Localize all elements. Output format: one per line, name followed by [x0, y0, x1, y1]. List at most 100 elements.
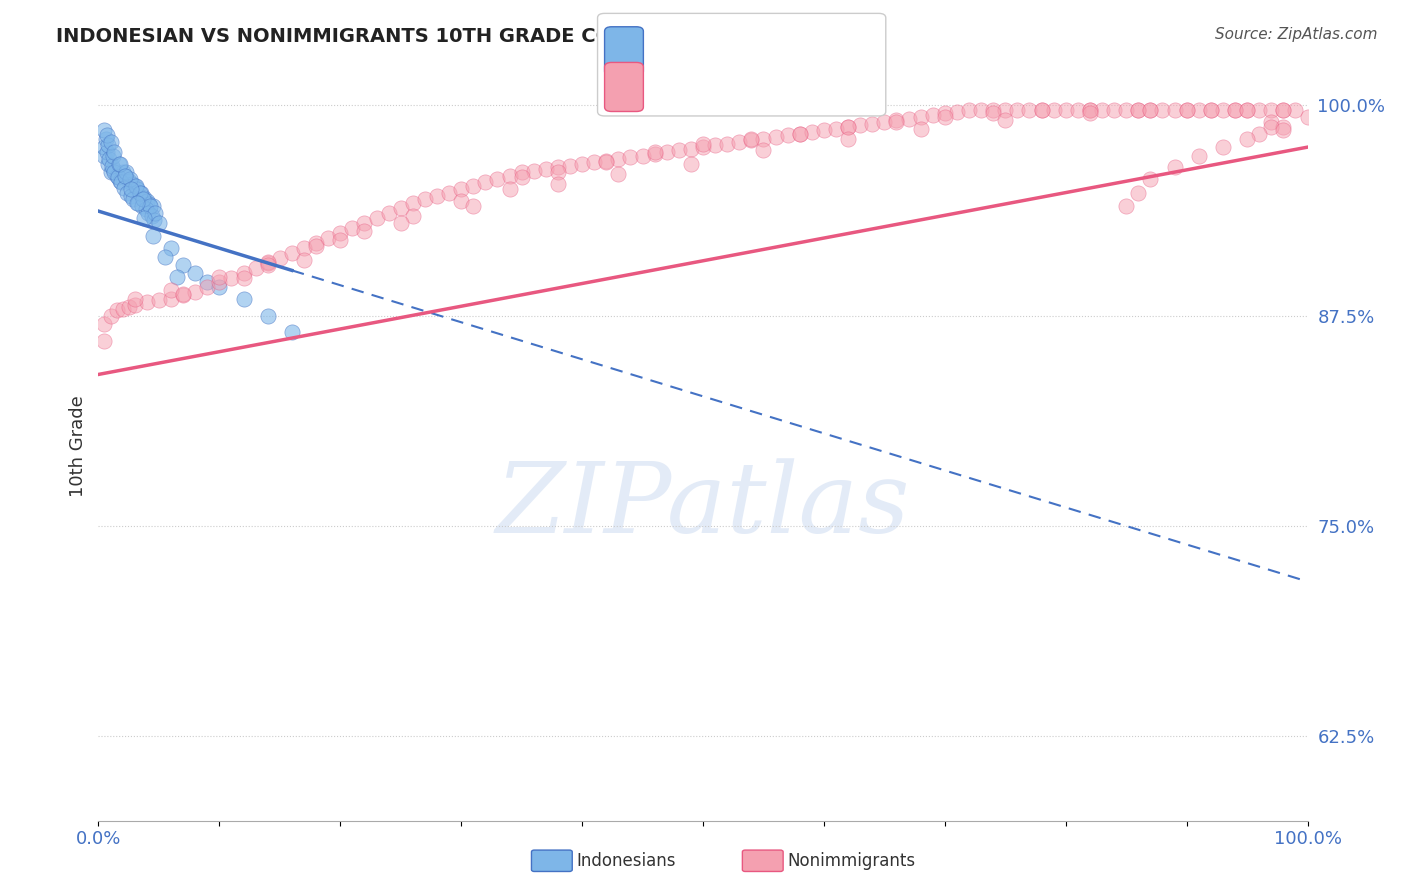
- Point: [1272, 103, 1295, 117]
- Point: [138, 197, 160, 211]
- Point: [970, 103, 993, 117]
- Point: [108, 157, 131, 171]
- Point: [108, 157, 131, 171]
- Point: [292, 252, 315, 267]
- Point: [849, 118, 872, 132]
- Point: [463, 178, 485, 193]
- Point: [122, 192, 145, 206]
- Point: [644, 145, 666, 160]
- Point: [1115, 103, 1137, 117]
- Point: [103, 165, 125, 179]
- Point: [595, 153, 617, 168]
- Point: [704, 138, 727, 153]
- Point: [305, 236, 328, 251]
- Point: [125, 178, 148, 193]
- Point: [886, 115, 908, 129]
- Point: [1212, 103, 1234, 117]
- Point: [281, 326, 304, 340]
- Point: [245, 261, 267, 276]
- Point: [232, 267, 254, 281]
- Point: [139, 199, 162, 213]
- Point: [800, 125, 823, 139]
- Point: [1042, 103, 1064, 117]
- Point: [1188, 103, 1211, 117]
- Point: [1128, 103, 1150, 117]
- Point: [118, 300, 141, 314]
- Point: [96, 128, 118, 143]
- Point: [172, 286, 194, 301]
- Point: [631, 148, 654, 162]
- Point: [474, 176, 496, 190]
- Point: [1175, 103, 1198, 117]
- Point: [523, 163, 546, 178]
- Point: [184, 267, 207, 281]
- Point: [873, 115, 896, 129]
- Point: [450, 182, 472, 196]
- Point: [498, 182, 520, 196]
- Y-axis label: 10th Grade: 10th Grade: [69, 395, 87, 497]
- Point: [118, 172, 141, 186]
- Point: [860, 117, 883, 131]
- Point: [172, 288, 194, 302]
- Point: [329, 226, 352, 240]
- Point: [837, 120, 859, 134]
- Point: [143, 212, 166, 227]
- Point: [100, 159, 122, 173]
- Point: [142, 229, 165, 244]
- Point: [129, 186, 152, 200]
- Point: [366, 211, 388, 225]
- Point: [644, 146, 666, 161]
- Point: [981, 103, 1004, 117]
- Point: [1054, 103, 1077, 117]
- Point: [98, 152, 121, 166]
- Point: [256, 309, 278, 323]
- Point: [221, 271, 243, 285]
- Point: [437, 186, 460, 200]
- Point: [752, 132, 775, 146]
- Point: [607, 152, 630, 166]
- Point: [94, 132, 117, 146]
- Point: [813, 123, 835, 137]
- Point: [127, 195, 149, 210]
- Text: N =: N =: [748, 43, 785, 61]
- Point: [166, 269, 188, 284]
- Point: [994, 113, 1017, 128]
- Point: [1296, 110, 1319, 124]
- Point: [195, 275, 218, 289]
- Point: [141, 209, 163, 223]
- Point: [1260, 115, 1282, 129]
- Point: [510, 170, 533, 185]
- Point: [142, 199, 165, 213]
- Point: [112, 180, 135, 194]
- Point: [728, 135, 751, 149]
- Point: [208, 269, 231, 284]
- Point: [256, 254, 278, 268]
- Text: 66: 66: [787, 43, 810, 61]
- Point: [1272, 120, 1295, 134]
- Point: [160, 292, 183, 306]
- Text: 158: 158: [787, 80, 823, 98]
- Point: [1260, 103, 1282, 117]
- Point: [342, 221, 364, 235]
- Point: [105, 169, 128, 183]
- Point: [679, 142, 702, 156]
- Point: [450, 194, 472, 208]
- Point: [825, 121, 848, 136]
- Point: [910, 121, 932, 136]
- Point: [127, 195, 149, 210]
- Point: [105, 303, 128, 318]
- Point: [101, 161, 124, 176]
- Point: [93, 148, 115, 162]
- Point: [752, 144, 775, 158]
- Point: [97, 157, 120, 171]
- Point: [1018, 103, 1040, 117]
- Point: [292, 241, 315, 255]
- Point: [547, 177, 569, 191]
- Point: [232, 292, 254, 306]
- Point: [232, 271, 254, 285]
- Point: [208, 275, 231, 289]
- Point: [377, 206, 399, 220]
- Point: [1067, 103, 1090, 117]
- Point: [1199, 103, 1222, 117]
- Text: 0.603: 0.603: [682, 80, 734, 98]
